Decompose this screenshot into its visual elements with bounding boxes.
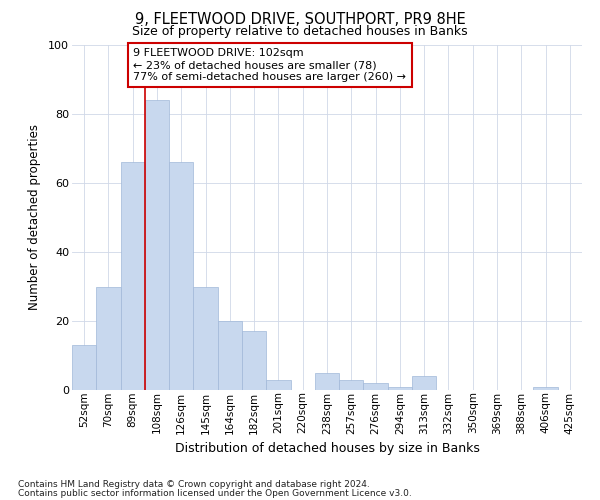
Bar	[266, 380, 290, 390]
Text: Contains public sector information licensed under the Open Government Licence v3: Contains public sector information licen…	[18, 488, 412, 498]
Bar	[96, 286, 121, 390]
Bar	[364, 383, 388, 390]
Text: Size of property relative to detached houses in Banks: Size of property relative to detached ho…	[132, 25, 468, 38]
Bar	[72, 345, 96, 390]
Bar	[533, 386, 558, 390]
Bar	[218, 321, 242, 390]
Bar	[145, 100, 169, 390]
Bar	[169, 162, 193, 390]
Bar	[121, 162, 145, 390]
X-axis label: Distribution of detached houses by size in Banks: Distribution of detached houses by size …	[175, 442, 479, 455]
Text: Contains HM Land Registry data © Crown copyright and database right 2024.: Contains HM Land Registry data © Crown c…	[18, 480, 370, 489]
Bar	[388, 386, 412, 390]
Y-axis label: Number of detached properties: Number of detached properties	[28, 124, 41, 310]
Bar	[193, 286, 218, 390]
Bar	[339, 380, 364, 390]
Bar	[412, 376, 436, 390]
Text: 9 FLEETWOOD DRIVE: 102sqm
← 23% of detached houses are smaller (78)
77% of semi-: 9 FLEETWOOD DRIVE: 102sqm ← 23% of detac…	[133, 48, 406, 82]
Bar	[242, 332, 266, 390]
Text: 9, FLEETWOOD DRIVE, SOUTHPORT, PR9 8HE: 9, FLEETWOOD DRIVE, SOUTHPORT, PR9 8HE	[134, 12, 466, 28]
Bar	[315, 373, 339, 390]
